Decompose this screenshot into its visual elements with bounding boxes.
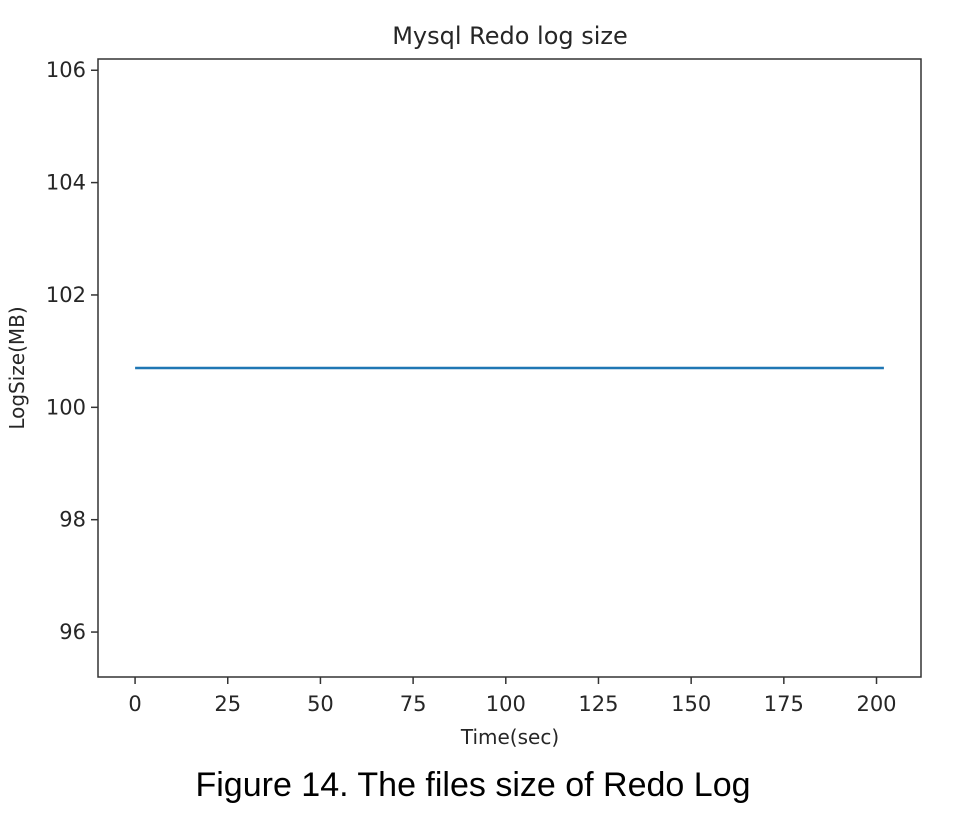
chart-title: Mysql Redo log size xyxy=(392,22,628,50)
x-tick-label: 25 xyxy=(214,692,241,716)
x-tick-label: 100 xyxy=(486,692,526,716)
x-tick-label: 125 xyxy=(578,692,618,716)
y-axis-label: LogSize(MB) xyxy=(5,306,29,429)
y-axis: 96 98 100 102 104 106 xyxy=(46,58,98,644)
y-tick-label: 106 xyxy=(46,58,86,82)
y-tick-label: 100 xyxy=(46,395,86,419)
x-axis-label: Time(sec) xyxy=(460,725,559,749)
figure-caption: Figure 14. The files size of Redo Log xyxy=(195,766,751,804)
x-tick-label: 200 xyxy=(856,692,896,716)
x-tick-label: 175 xyxy=(764,692,804,716)
chart: Mysql Redo log size 96 98 100 102 104 106 0 25… xyxy=(5,22,922,749)
x-tick-label: 0 xyxy=(128,692,141,716)
x-tick-label: 150 xyxy=(671,692,711,716)
y-tick-label: 98 xyxy=(59,508,86,532)
y-tick-label: 102 xyxy=(46,283,86,307)
x-axis: 0 25 50 75 100 125 150 175 200 xyxy=(128,677,897,716)
y-tick-label: 96 xyxy=(59,620,86,644)
x-tick-label: 75 xyxy=(400,692,427,716)
y-tick-label: 104 xyxy=(46,171,86,195)
x-tick-label: 50 xyxy=(307,692,334,716)
